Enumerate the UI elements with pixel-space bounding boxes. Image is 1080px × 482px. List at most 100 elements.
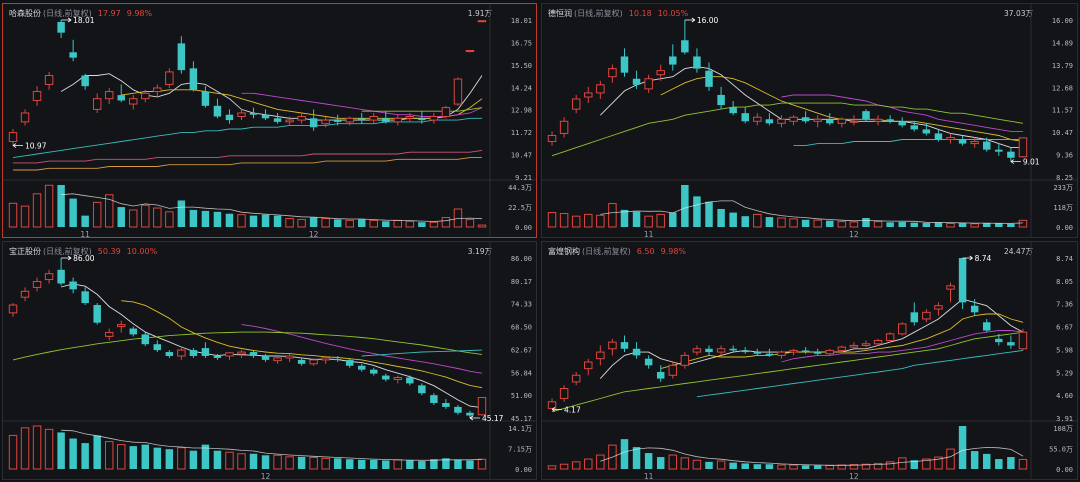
volume-bar — [837, 221, 847, 228]
y-tick-label: 8.25 — [1056, 174, 1073, 182]
volume-bar — [753, 464, 762, 469]
candle-body — [849, 344, 859, 348]
volume-bar — [1018, 458, 1028, 470]
stock-price: 17.97 — [97, 9, 121, 18]
candle-body — [934, 133, 943, 140]
volume-bar — [934, 222, 943, 227]
candle-body — [644, 358, 653, 366]
ma-line — [13, 149, 483, 164]
candle-body — [946, 136, 955, 141]
ma-line — [551, 102, 1024, 157]
y-tick-label: 5.98 — [1056, 346, 1073, 354]
volume-bar — [189, 450, 198, 469]
chart-panel-fuhuang[interactable]: 富煌钢构 (日线,前复权) 6.50 9.98% 24.47万 8.74 8.05 7.3… — [541, 241, 1078, 480]
y-tick-label: 62.67 — [511, 346, 532, 354]
candle-body — [129, 328, 137, 335]
low-arrow — [1010, 159, 1021, 164]
volume-bar — [632, 211, 641, 227]
stock-price: 50.39 — [97, 247, 121, 256]
low-arrow — [551, 407, 563, 412]
candle-body — [608, 341, 617, 350]
volume-label: 24.47万 — [1004, 247, 1033, 256]
candle-body — [789, 349, 798, 353]
chart-panel-hasen[interactable]: 哈森股份 (日线,前复权) 17.97 9.98% 1.91万 18.01 16.75 1… — [2, 3, 537, 238]
volume-bar — [382, 221, 390, 227]
candle-body — [213, 105, 222, 117]
volume-bar — [129, 446, 137, 469]
chart-svg: 18.01 16.75 15.50 14.24 12.98 11.72 10.47 9.21 4… — [3, 4, 536, 237]
chart-panel-dehengrun[interactable]: 德恒润 (日线,前复权) 10.18 10.05% 37.03万 16.00 14.89… — [541, 3, 1078, 238]
volume-bar — [69, 198, 77, 227]
volume-tick-label: 14.1万 — [508, 425, 532, 433]
volume-bar — [897, 457, 907, 470]
date-label: 12 — [261, 472, 271, 480]
y-tick-label: 8.74 — [1056, 255, 1073, 263]
volume-bar — [477, 458, 487, 470]
candle-body — [608, 68, 617, 78]
ma-line — [121, 300, 483, 389]
chart-svg: 86.00 80.17 74.33 68.50 62.67 56.84 51.00 45.17… — [3, 242, 536, 480]
ma-line — [660, 76, 1024, 142]
candle-body — [547, 134, 557, 143]
volume-bar — [81, 443, 89, 469]
candle-body — [632, 78, 641, 85]
candle-body — [477, 397, 487, 416]
ma-line — [599, 298, 1024, 379]
candle-body — [681, 40, 689, 53]
volume-bar — [466, 460, 474, 469]
candle-body — [741, 350, 749, 353]
volume-bar — [393, 459, 403, 470]
volume-bar — [141, 204, 150, 228]
candle-body — [309, 359, 318, 365]
candle-body — [69, 281, 77, 290]
candle-body — [559, 120, 569, 134]
volume-bar — [547, 212, 557, 228]
candle-body — [982, 141, 991, 150]
volume-bar — [765, 217, 774, 227]
volume-bar — [477, 224, 487, 228]
y-tick-label: 8.05 — [1056, 278, 1073, 286]
volume-bar — [345, 459, 354, 469]
candle-body — [261, 355, 270, 360]
candle-body — [297, 116, 306, 121]
volume-bar — [1018, 219, 1028, 228]
stock-change: 10.05% — [657, 9, 689, 18]
candle-body — [837, 346, 847, 351]
candle-body — [571, 374, 581, 383]
candle-body — [692, 348, 702, 353]
candle-body — [382, 118, 390, 122]
volume-bar — [382, 460, 390, 469]
volume-bar — [571, 461, 581, 470]
volume-tick-label: 0.00 — [1056, 466, 1073, 474]
date-label: 12 — [849, 472, 859, 480]
candle-body — [165, 71, 174, 85]
candle-body — [309, 118, 318, 128]
volume-bar — [668, 454, 678, 470]
volume-bar — [261, 214, 270, 227]
volume-bar — [862, 217, 870, 227]
volume-bar — [946, 448, 955, 470]
candle-body — [656, 70, 665, 76]
candle-body — [705, 70, 713, 87]
volume-ma-line — [61, 193, 483, 222]
candle-body — [249, 352, 258, 356]
volume-tick-label: 7.15万 — [508, 446, 532, 454]
candle-body — [826, 119, 834, 124]
volume-bar — [237, 453, 246, 470]
volume-bar — [273, 215, 282, 227]
volume-bar — [559, 212, 569, 228]
volume-bar — [849, 464, 859, 470]
chart-panel-baozheng[interactable]: 宝正股份 (日线,前复权) 50.39 10.00% 3.19万 86.00 80.17… — [2, 241, 537, 480]
volume-tick-label: 233万 — [1053, 184, 1073, 192]
candle-body — [801, 350, 810, 353]
volume-bar — [669, 212, 677, 227]
volume-bar — [922, 458, 931, 470]
y-tick-label: 15.50 — [511, 62, 532, 70]
candle-body — [465, 50, 475, 53]
candle-body — [1007, 342, 1015, 346]
volume-bar — [910, 460, 919, 469]
volume-bar — [995, 459, 1003, 469]
candle-body — [297, 359, 306, 364]
candle-body — [584, 361, 593, 370]
volume-bar — [849, 221, 859, 228]
